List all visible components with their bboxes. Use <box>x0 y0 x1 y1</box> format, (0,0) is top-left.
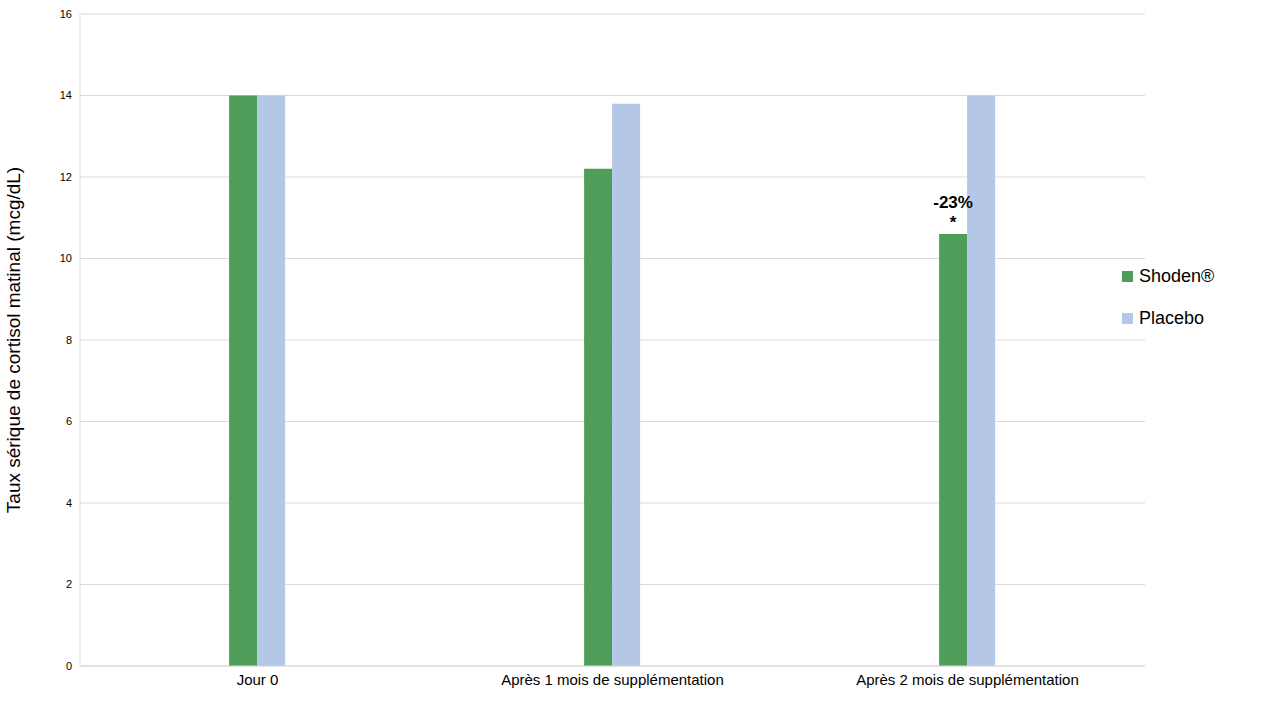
html-text:Shoden®: Shoden® <box>1139 265 1215 286</box>
svg-text:6: 6 <box>66 415 72 427</box>
svg-text:10: 10 <box>60 252 72 264</box>
svg-text:Jour 0: Jour 0 <box>237 671 279 688</box>
svg-text:8: 8 <box>66 334 72 346</box>
svg-text:-23%: -23% <box>933 193 973 212</box>
svg-text:Après 2 mois de supplémentatio: Après 2 mois de supplémentation <box>856 671 1079 688</box>
svg-text:12: 12 <box>60 171 72 183</box>
svg-text:*: * <box>950 213 957 232</box>
svg-text:Taux sérique de cortisol matin: Taux sérique de cortisol matinal (mcg/dL… <box>8 167 24 513</box>
html-text:Placebo: Placebo <box>1139 307 1205 328</box>
svg-text:0: 0 <box>66 660 72 672</box>
svg-text:16: 16 <box>60 8 72 20</box>
svg-text:2: 2 <box>66 578 72 590</box>
svg-text:Après 1 mois de supplémentatio: Après 1 mois de supplémentation <box>501 671 724 688</box>
svg-text:14: 14 <box>60 89 72 101</box>
svg-text:4: 4 <box>66 497 72 509</box>
